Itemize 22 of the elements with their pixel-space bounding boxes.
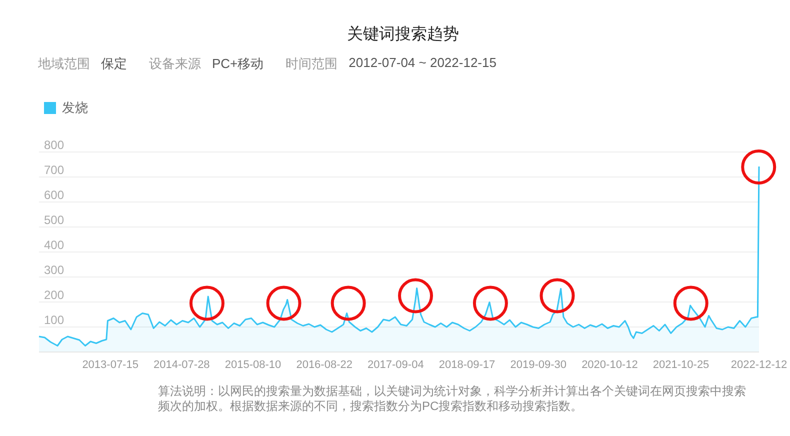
x-tick-label: 2015-08-10	[224, 358, 282, 371]
x-tick-label: 2017-09-04	[368, 358, 424, 371]
y-tick-label: 300	[44, 263, 64, 277]
x-tick-label: 2022-12-12	[730, 358, 788, 371]
x-tick-label: 2021-10-25	[652, 358, 710, 371]
y-tick-label: 600	[44, 188, 64, 202]
text: 算法说明：以网民的搜索量为数据基础，以关键词为统计对象，科学分析并计算出各个关键词在网页搜索中搜索频次的加权。根据数据来源的不同，搜索指数分为PC搜索指数和移动搜索指数。	[158, 384, 747, 414]
x-tick-label: 2013-07-15	[82, 358, 138, 371]
y-tick-label: 500	[44, 213, 64, 227]
legend-label: 发烧	[62, 99, 88, 117]
x-tick-label: 2014-07-28	[154, 358, 210, 371]
x-tick-label: 2019-09-30	[510, 358, 567, 371]
chart-title: 关键词搜索趋势	[347, 24, 459, 45]
y-tick-label: 700	[44, 163, 64, 177]
x-tick-label: 2020-10-12	[582, 358, 638, 371]
y-tick-label: 400	[44, 238, 64, 252]
y-tick-label: 800	[44, 138, 64, 152]
y-tick-label: 200	[44, 288, 64, 302]
x-tick-label: 2016-08-22	[296, 358, 352, 371]
text: 地域范围 保定 设备来源 PC+移动 时间范围 2012-07-04 ~ 2022-12-15	[38, 55, 496, 71]
x-tick-label: 2018-09-17	[438, 358, 496, 371]
y-tick-label: 100	[44, 313, 64, 327]
